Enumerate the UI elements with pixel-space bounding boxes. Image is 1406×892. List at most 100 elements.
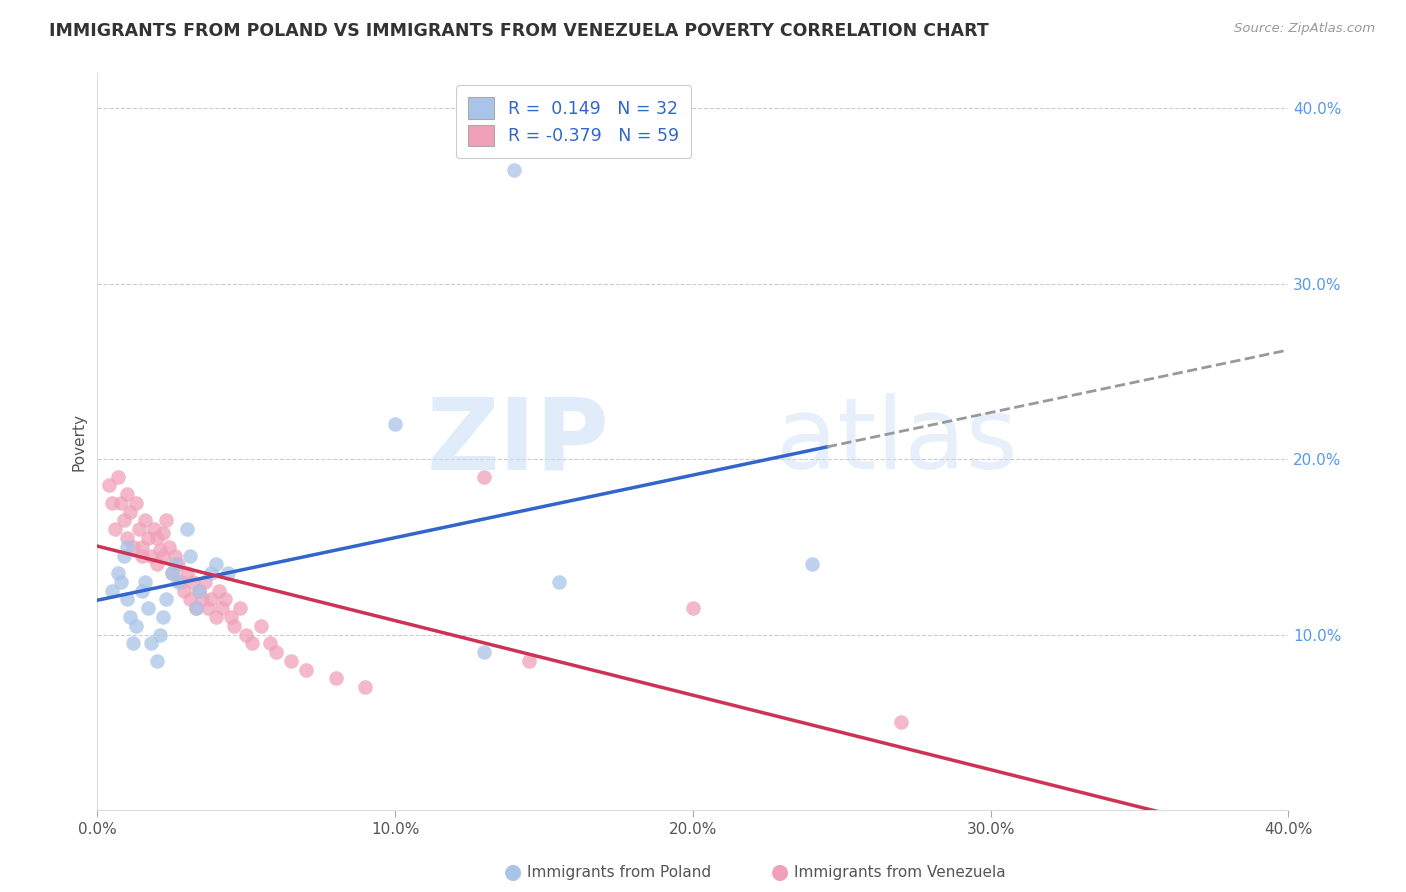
Point bbox=[155, 514, 177, 528]
Point bbox=[264, 645, 287, 659]
Y-axis label: Poverty: Poverty bbox=[72, 412, 86, 470]
Point bbox=[548, 574, 571, 589]
Point bbox=[122, 636, 145, 650]
Point bbox=[217, 566, 239, 581]
Point bbox=[801, 558, 824, 572]
Point bbox=[187, 583, 209, 598]
Point bbox=[890, 715, 912, 730]
Point bbox=[115, 540, 138, 554]
Point bbox=[134, 514, 156, 528]
Point bbox=[208, 583, 231, 598]
Text: atlas: atlas bbox=[776, 393, 1018, 490]
Point bbox=[155, 592, 177, 607]
Point bbox=[146, 531, 169, 545]
Point bbox=[125, 496, 148, 510]
Point bbox=[110, 496, 132, 510]
Point bbox=[205, 610, 228, 624]
Point bbox=[98, 478, 121, 492]
Point bbox=[152, 525, 174, 540]
Point bbox=[503, 162, 526, 177]
Point bbox=[214, 592, 236, 607]
Point bbox=[193, 574, 215, 589]
Point bbox=[125, 619, 148, 633]
Point bbox=[474, 469, 496, 483]
Point bbox=[115, 592, 138, 607]
Point bbox=[152, 549, 174, 563]
Point bbox=[354, 680, 377, 694]
Point bbox=[139, 636, 162, 650]
Point bbox=[294, 663, 316, 677]
Point bbox=[110, 574, 132, 589]
Point bbox=[146, 558, 169, 572]
Point bbox=[166, 574, 188, 589]
Point bbox=[184, 601, 207, 615]
Text: ●: ● bbox=[505, 863, 522, 882]
Point bbox=[136, 601, 159, 615]
Point bbox=[134, 574, 156, 589]
Text: IMMIGRANTS FROM POLAND VS IMMIGRANTS FROM VENEZUELA POVERTY CORRELATION CHART: IMMIGRANTS FROM POLAND VS IMMIGRANTS FRO… bbox=[49, 22, 988, 40]
Point bbox=[122, 540, 145, 554]
Point bbox=[115, 487, 138, 501]
Text: ZIP: ZIP bbox=[426, 393, 610, 490]
Point bbox=[115, 531, 138, 545]
Point bbox=[107, 566, 129, 581]
Text: Immigrants from Poland: Immigrants from Poland bbox=[527, 865, 711, 880]
Point bbox=[176, 566, 198, 581]
Point bbox=[131, 540, 153, 554]
Point bbox=[205, 558, 228, 572]
Text: Immigrants from Venezuela: Immigrants from Venezuela bbox=[794, 865, 1007, 880]
Point bbox=[149, 543, 172, 558]
Point bbox=[139, 549, 162, 563]
Point bbox=[146, 654, 169, 668]
Point bbox=[112, 549, 135, 563]
Point bbox=[250, 619, 273, 633]
Point bbox=[163, 558, 186, 572]
Point bbox=[190, 592, 212, 607]
Point bbox=[240, 636, 263, 650]
Point bbox=[229, 601, 252, 615]
Point bbox=[142, 522, 165, 536]
Point bbox=[149, 627, 172, 641]
Point bbox=[101, 496, 124, 510]
Point bbox=[160, 566, 183, 581]
Point bbox=[224, 619, 246, 633]
Point bbox=[200, 566, 222, 581]
Point bbox=[211, 601, 233, 615]
Point bbox=[235, 627, 257, 641]
Point bbox=[120, 610, 142, 624]
Point bbox=[131, 549, 153, 563]
Point bbox=[682, 601, 704, 615]
Point bbox=[259, 636, 281, 650]
Point bbox=[166, 558, 188, 572]
Point bbox=[131, 583, 153, 598]
Point bbox=[474, 645, 496, 659]
Point bbox=[221, 610, 243, 624]
Point bbox=[184, 601, 207, 615]
Point bbox=[325, 672, 347, 686]
Point bbox=[120, 505, 142, 519]
Text: ●: ● bbox=[772, 863, 789, 882]
Point bbox=[173, 583, 195, 598]
Point bbox=[101, 583, 124, 598]
Point bbox=[152, 610, 174, 624]
Point bbox=[107, 469, 129, 483]
Point bbox=[200, 592, 222, 607]
Legend: R =  0.149   N = 32, R = -0.379   N = 59: R = 0.149 N = 32, R = -0.379 N = 59 bbox=[456, 86, 692, 158]
Point bbox=[179, 549, 201, 563]
Point bbox=[280, 654, 302, 668]
Text: Source: ZipAtlas.com: Source: ZipAtlas.com bbox=[1234, 22, 1375, 36]
Point bbox=[197, 601, 219, 615]
Point bbox=[176, 522, 198, 536]
Point bbox=[179, 592, 201, 607]
Point bbox=[160, 566, 183, 581]
Point bbox=[157, 540, 180, 554]
Point bbox=[517, 654, 540, 668]
Point bbox=[104, 522, 127, 536]
Point bbox=[112, 514, 135, 528]
Point bbox=[163, 549, 186, 563]
Point bbox=[181, 574, 204, 589]
Point bbox=[384, 417, 406, 431]
Point bbox=[136, 531, 159, 545]
Point bbox=[170, 574, 193, 589]
Point bbox=[187, 583, 209, 598]
